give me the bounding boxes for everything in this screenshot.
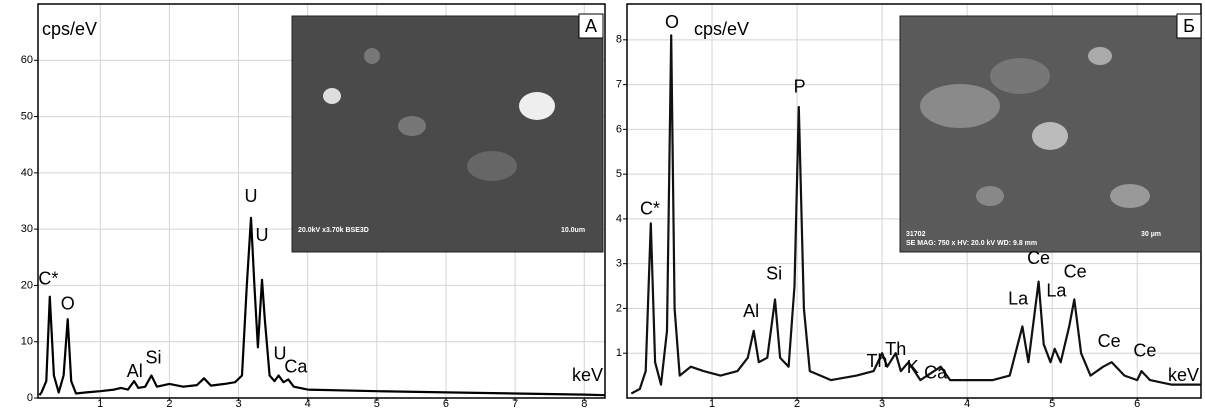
peak-label: La (1008, 288, 1029, 308)
sem-caption: 20.0kV x3.70k BSE3D (298, 227, 369, 234)
x-tick-label: 8 (581, 398, 587, 409)
y-tick-label: 6 (616, 123, 622, 135)
plot-frame (37, 3, 606, 399)
panel-label-box (1176, 13, 1202, 39)
sem-particle (467, 151, 517, 181)
y-tick-label: 1 (616, 347, 622, 359)
y-tick-label: 30 (21, 223, 33, 235)
y-tick-label: 3 (616, 258, 622, 270)
y-tick-label: 7 (616, 78, 622, 90)
sem-particle (323, 88, 341, 104)
spectrum-line (38, 216, 606, 397)
y-tick-label: 0 (27, 392, 33, 404)
y-tick-label: 2 (616, 302, 622, 314)
x-tick-label: 1 (97, 398, 103, 409)
sem-particle (364, 48, 380, 64)
sem-particle (976, 186, 1004, 206)
x-tick-label: 6 (1134, 398, 1140, 409)
sem-particle (1032, 122, 1068, 150)
peak-label: U (256, 225, 269, 245)
sem-caption: 10.0um (561, 227, 585, 234)
peak-label: Ce (1064, 261, 1087, 281)
y-tick-label: 4 (616, 213, 622, 225)
panel-label-box (578, 13, 604, 39)
y-axis-label: cps/eV (694, 19, 749, 39)
sem-particle (990, 58, 1050, 94)
sem-particle (1110, 184, 1150, 208)
x-tick-label: 6 (443, 398, 449, 409)
y-tick-label: 8 (616, 34, 622, 46)
sem-particle (920, 84, 1000, 128)
y-tick-label: 60 (21, 54, 33, 66)
y-tick-label: 5 (616, 168, 622, 180)
y-axis-label: cps/eV (42, 19, 97, 39)
peak-label: Al (743, 301, 759, 321)
peak-label: Si (766, 264, 782, 284)
y-tick-label: 10 (21, 336, 33, 348)
sem-caption: 30 µm (1141, 231, 1161, 238)
x-axis-label: keV (572, 365, 603, 385)
peak-label: Al (127, 361, 143, 381)
peak-label: Ce (1133, 341, 1156, 361)
peak-label: Si (145, 347, 161, 367)
sem-particle (519, 92, 555, 120)
x-tick-label: 4 (305, 398, 311, 409)
peak-label: Ce (1027, 248, 1050, 268)
peak-label: Ca (284, 356, 308, 376)
x-tick-label: 1 (709, 398, 715, 409)
peak-label: C* (38, 269, 58, 289)
peak-label: O (665, 12, 679, 32)
x-tick-label: 4 (964, 398, 970, 409)
peak-label: Ce (1098, 331, 1121, 351)
x-tick-label: 3 (235, 398, 241, 409)
x-tick-label: 7 (512, 398, 518, 409)
peak-label: Ca (924, 363, 948, 383)
y-tick-label: 40 (21, 167, 33, 179)
x-tick-label: 3 (879, 398, 885, 409)
y-tick-label: 50 (21, 110, 33, 122)
sem-image (291, 15, 604, 253)
sem-caption: SE MAG: 750 x HV: 20.0 kV WD: 9.8 mm (906, 240, 1037, 247)
x-tick-label: 5 (1049, 398, 1055, 409)
sem-particle (398, 116, 426, 136)
x-tick-label: 5 (374, 398, 380, 409)
peak-label: U (244, 186, 257, 206)
peak-label: U (274, 343, 287, 363)
spectrum-line (630, 34, 1201, 395)
peak-label: Th (885, 339, 906, 359)
panel-label: Б (1183, 16, 1195, 36)
x-axis-label: keV (1168, 365, 1199, 385)
peak-label: Th (867, 351, 888, 371)
peak-label: La (1046, 281, 1067, 301)
peak-label: O (61, 293, 75, 313)
peak-label: K (907, 357, 919, 377)
panel-label: А (585, 16, 597, 36)
peak-label: C* (640, 199, 660, 219)
x-tick-label: 2 (166, 398, 172, 409)
peak-label: P (794, 76, 806, 96)
x-tick-label: 2 (794, 398, 800, 409)
sem-caption: 31702 (906, 231, 926, 238)
sem-particle (1088, 47, 1112, 65)
y-tick-label: 20 (21, 279, 33, 291)
